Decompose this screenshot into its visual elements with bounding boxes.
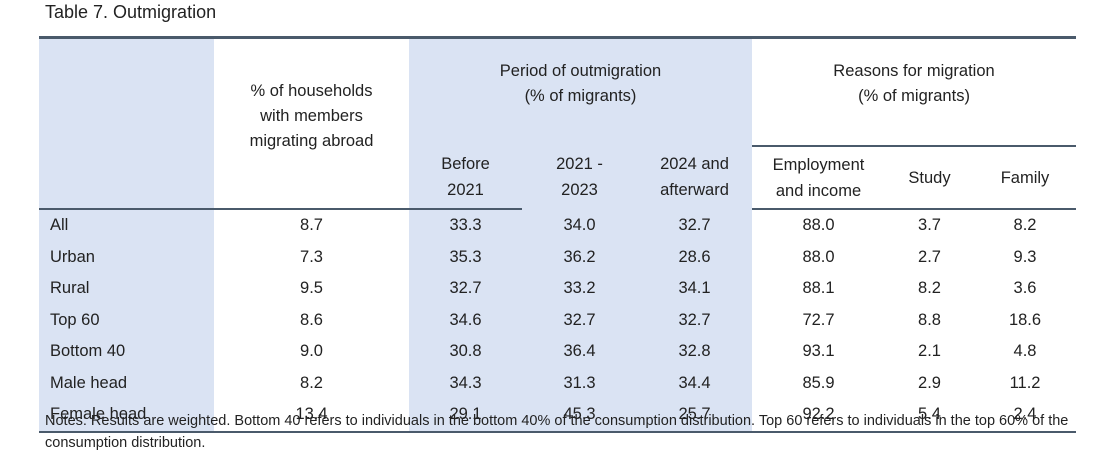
cell-before: 30.8	[409, 336, 522, 368]
cell-employment: 93.1	[802, 342, 835, 361]
row-label: All	[39, 209, 214, 242]
outmigration-table: % of households with members migrating a…	[39, 36, 1077, 433]
row-label: Female head	[39, 399, 214, 433]
cell-households: 7.3	[300, 247, 323, 266]
table-row: Urban 7.3 35.3 36.2 28.6 88.0 2.7 9.3	[39, 241, 1076, 273]
cell-households: 8.7	[300, 216, 323, 235]
cell-after: 32.8	[637, 336, 752, 368]
cell-family: 4.8	[1013, 342, 1037, 361]
cell-households: 8.6	[300, 310, 323, 329]
cell-households: 13.4	[214, 399, 409, 433]
cell-study: 3.7	[918, 216, 941, 235]
cell-before: 29.1	[409, 399, 522, 433]
cell-study: 8.8	[918, 310, 941, 329]
2021-2023-header: 2021 - 2023	[522, 146, 637, 210]
study-header: Study	[885, 146, 974, 210]
table-row: All 8.7 33.3 34.0 32.7 88.0 3.7 8.2	[39, 209, 1076, 242]
before-2021-header: Before 2021	[409, 146, 522, 210]
cell-mid: 31.3	[522, 367, 637, 399]
family-header: Family	[974, 146, 1077, 210]
cell-employment: 92.2	[752, 399, 885, 433]
row-label: Top 60	[39, 304, 214, 336]
table-notes: Notes: Results are weighted. Bottom 40 r…	[45, 413, 1069, 451]
cell-mid: 45.3	[522, 399, 637, 433]
cell-mid: 33.2	[522, 273, 637, 305]
cell-before: 34.6	[409, 304, 522, 336]
cell-family: 9.3	[1013, 247, 1037, 266]
cell-after: 32.7	[637, 304, 752, 336]
cell-mid: 32.7	[522, 304, 637, 336]
cell-households: 8.2	[300, 373, 323, 392]
before-line1: Before	[441, 155, 490, 173]
table-title: Table 7. Outmigration	[45, 2, 217, 22]
cell-family: 2.4	[974, 399, 1077, 433]
table-row: Female head 13.4 29.1 45.3 25.7 92.2 5.4 2.4	[39, 399, 1077, 433]
cell-study: 5.4	[885, 399, 974, 433]
cell-before: 32.7	[409, 273, 522, 305]
period-group-subtitle: (% of migrants)	[524, 87, 637, 105]
reasons-group-title: Reasons for migration	[833, 62, 995, 80]
table-row: Bottom 40 9.0 30.8 36.4 32.8 93.1 2.1 4.8	[39, 336, 1076, 368]
cell-study: 8.2	[918, 279, 941, 298]
households-header: % of households with members migrating a…	[214, 36, 409, 210]
row-label-header	[39, 36, 214, 210]
reasons-group-subtitle: (% of migrants)	[858, 87, 970, 105]
before-line2: 2021	[447, 181, 484, 199]
row-label: Urban	[39, 241, 214, 273]
cell-employment: 88.0	[802, 247, 835, 266]
cell-mid: 36.2	[522, 241, 637, 273]
cell-before: 34.3	[409, 367, 522, 399]
reasons-group-header: Reasons for migration (% of migrants)	[752, 36, 1077, 147]
2024-afterward-header: 2024 and afterward	[637, 146, 752, 210]
cell-employment: 88.0	[802, 216, 835, 235]
cell-employment: 88.1	[802, 279, 835, 298]
row-label: Male head	[39, 367, 214, 399]
cell-before: 35.3	[409, 241, 522, 273]
cell-after: 34.4	[637, 367, 752, 399]
period-group-header: Period of outmigration (% of migrants)	[409, 36, 752, 146]
after-line1: 2024 and	[660, 155, 729, 173]
cell-before: 33.3	[409, 209, 522, 242]
cell-households: 9.5	[300, 279, 323, 298]
cell-study: 2.7	[918, 247, 941, 266]
cell-after: 25.7	[637, 399, 752, 433]
cell-employment: 72.7	[802, 310, 835, 329]
cell-after: 32.7	[637, 209, 752, 242]
cell-family: 18.6	[1008, 310, 1042, 329]
employment-line2: and income	[775, 181, 862, 200]
cell-employment: 85.9	[802, 373, 835, 392]
row-label: Bottom 40	[39, 336, 214, 368]
employment-header: Employment and income	[752, 146, 885, 210]
cell-study: 2.9	[918, 373, 941, 392]
mid-line2: 2023	[561, 181, 598, 199]
cell-after: 28.6	[637, 241, 752, 273]
after-line2: afterward	[660, 181, 729, 199]
cell-family: 11.2	[1009, 373, 1041, 392]
cell-study: 2.1	[918, 342, 941, 361]
mid-line1: 2021 -	[556, 155, 603, 173]
period-group-title: Period of outmigration	[499, 62, 662, 80]
cell-after: 34.1	[637, 273, 752, 305]
employment-line1: Employment	[772, 155, 865, 174]
cell-mid: 36.4	[522, 336, 637, 368]
table-row: Rural 9.5 32.7 33.2 34.1 88.1 8.2 3.6	[39, 273, 1076, 305]
row-label: Rural	[39, 273, 214, 305]
cell-family: 3.6	[1013, 279, 1037, 298]
cell-households: 9.0	[300, 342, 323, 361]
table-row: Top 60 8.6 34.6 32.7 32.7 72.7 8.8 18.6	[39, 304, 1076, 336]
cell-mid: 34.0	[522, 209, 637, 242]
table-row: Male head 8.2 34.3 31.3 34.4 85.9 2.9 11.2	[39, 367, 1076, 399]
cell-family: 8.2	[1013, 216, 1037, 235]
